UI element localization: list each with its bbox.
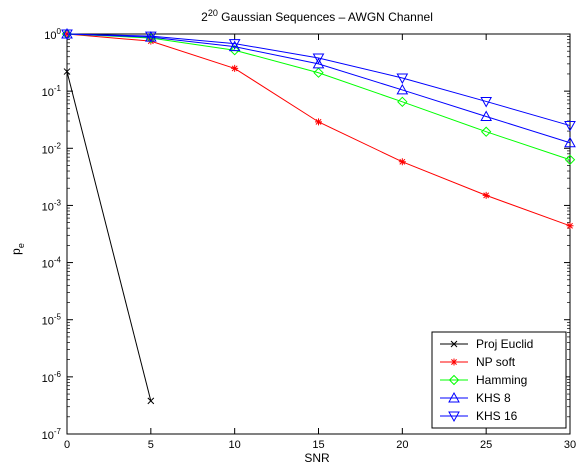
x-tick-label: 25 bbox=[480, 439, 492, 451]
legend-item-khs-8: KHS 8 bbox=[440, 391, 511, 405]
data-point-khs-8 bbox=[480, 110, 493, 121]
legend-swatch-marker bbox=[448, 391, 460, 403]
series-hamming bbox=[61, 28, 576, 165]
data-point-np-soft bbox=[566, 222, 574, 230]
plot-area: 100 10-1 10-2 10-3 10-4 10-5 10-6 10-70 5 10 15 20 2… bbox=[42, 27, 577, 451]
x-tick-label: 5 bbox=[148, 439, 154, 451]
data-point-khs-8 bbox=[564, 136, 576, 148]
data-point-khs-16 bbox=[396, 73, 409, 85]
x-tick-label: 10 bbox=[229, 439, 241, 451]
legend-swatch-marker bbox=[448, 411, 460, 423]
data-point-khs-8 bbox=[312, 57, 325, 69]
data-point-np-soft bbox=[482, 191, 490, 199]
data-point-proj-euclid bbox=[147, 397, 155, 405]
legend-swatch-marker bbox=[450, 358, 458, 366]
y-tick-label: 10-7 bbox=[42, 427, 62, 442]
legend-item-khs-16: KHS 16 bbox=[440, 409, 518, 423]
series-khs-16 bbox=[61, 29, 576, 132]
legend-item-hamming: Hamming bbox=[440, 373, 527, 387]
data-point-np-soft bbox=[231, 64, 239, 72]
x-tick-label: 20 bbox=[396, 439, 408, 451]
series-line-proj-euclid bbox=[66, 71, 152, 401]
legend-item-proj-euclid: Proj Euclid bbox=[440, 337, 533, 351]
y-tick-label: 10-1 bbox=[42, 84, 62, 99]
data-point-np-soft bbox=[315, 118, 322, 126]
y-tick-label: 10-3 bbox=[42, 198, 62, 213]
legend-label: KHS 8 bbox=[476, 391, 511, 405]
x-tick-label: 0 bbox=[64, 439, 70, 451]
series-line-hamming bbox=[66, 33, 571, 161]
y-tick-label: 10-2 bbox=[42, 141, 62, 156]
data-point-proj-euclid bbox=[63, 68, 71, 75]
data-point-khs-8 bbox=[228, 40, 241, 52]
data-point-hamming bbox=[480, 126, 492, 137]
legend-label: Hamming bbox=[476, 373, 527, 387]
data-point-hamming bbox=[397, 96, 408, 108]
legend-label: Proj Euclid bbox=[476, 337, 533, 351]
y-tick-label: 100 bbox=[44, 27, 61, 42]
legend: Proj Euclid NP soft Hamming KHS 8 KHS 16 bbox=[431, 331, 567, 429]
data-point-khs-16 bbox=[564, 121, 576, 132]
y-tick-label: 10-6 bbox=[42, 370, 62, 385]
legend-swatch-marker bbox=[450, 340, 458, 348]
data-point-khs-16 bbox=[61, 29, 73, 41]
y-tick-label: 10-4 bbox=[42, 256, 62, 271]
data-point-hamming bbox=[229, 45, 240, 56]
data-point-khs-16 bbox=[312, 53, 325, 65]
x-tick-label: 30 bbox=[564, 439, 576, 451]
legend-label: NP soft bbox=[476, 355, 516, 369]
data-point-khs-16 bbox=[480, 96, 493, 108]
data-point-hamming bbox=[564, 154, 576, 165]
data-point-np-soft bbox=[398, 158, 406, 166]
legend-item-np-soft: NP soft bbox=[440, 355, 516, 369]
y-axis-label: pe bbox=[9, 243, 26, 255]
data-point-khs-8 bbox=[396, 83, 409, 95]
series-line-khs-16 bbox=[66, 33, 571, 127]
y-tick-label: 10-5 bbox=[42, 313, 62, 328]
x-axis-label: SNR bbox=[304, 451, 330, 465]
x-tick-label: 15 bbox=[312, 439, 324, 451]
legend-swatch-marker bbox=[448, 374, 460, 386]
data-point-hamming bbox=[313, 67, 324, 78]
data-point-khs-16 bbox=[144, 31, 157, 43]
data-point-khs-16 bbox=[228, 39, 241, 50]
legend-label: KHS 16 bbox=[476, 409, 518, 423]
chart-title: 220 Gaussian Sequences – AWGN Channel bbox=[201, 8, 433, 24]
series-proj-euclid bbox=[63, 68, 155, 405]
